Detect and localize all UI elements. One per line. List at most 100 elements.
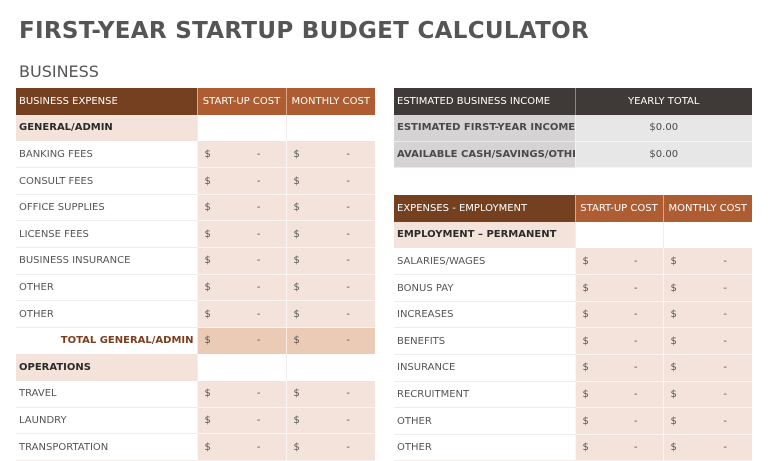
- row-label: OTHER: [394, 407, 575, 435]
- yearly-total-cell[interactable]: $0.00: [574, 141, 752, 169]
- row-label: AVAILABLE CASH/SAVINGS/OTHE: [394, 141, 575, 169]
- table-row: TRAVEL $ - $ -: [16, 380, 375, 408]
- section-label: OPERATIONS: [16, 353, 197, 381]
- business-expense-table: BUSINESS EXPENSE START-UP COST MONTHLY C…: [16, 88, 375, 461]
- startup-cost-cell[interactable]: $ -: [574, 327, 663, 356]
- monthly-cost-cell[interactable]: $ -: [285, 300, 375, 328]
- row-label: LICENSE FEES: [16, 220, 197, 249]
- row-label: SALARIES/WAGES: [394, 248, 575, 276]
- row-label: ESTIMATED FIRST-YEAR INCOME: [394, 114, 575, 142]
- row-label: BUSINESS INSURANCE: [16, 247, 197, 275]
- blank-cell: [285, 353, 375, 381]
- startup-cost-cell[interactable]: $ -: [196, 380, 286, 408]
- section-label: EMPLOYMENT – PERMANENT: [394, 221, 575, 249]
- table-row: BUSINESS INSURANCE $ - $ -: [16, 247, 375, 275]
- monthly-cost-cell[interactable]: $ -: [285, 247, 375, 275]
- startup-cost-cell[interactable]: $ -: [196, 167, 286, 195]
- startup-cost-cell[interactable]: $ -: [196, 247, 286, 275]
- monthly-cost-cell[interactable]: $ -: [662, 381, 752, 409]
- table-row: AVAILABLE CASH/SAVINGS/OTHE $0.00: [394, 141, 752, 169]
- table-row: BONUS PAY $ - $ -: [394, 274, 752, 302]
- startup-cost-cell[interactable]: $ -: [196, 220, 286, 249]
- row-label: OTHER: [394, 434, 575, 461]
- monthly-cost-cell[interactable]: $ -: [662, 434, 752, 461]
- section-row-general-admin: GENERAL/ADMIN: [16, 114, 375, 142]
- table-header-row: EXPENSES - EMPLOYMENT START-UP COST MONT…: [394, 195, 752, 222]
- table-row: LAUNDRY $ - $ -: [16, 407, 375, 435]
- startup-cost-cell[interactable]: $ -: [574, 434, 663, 461]
- table-row: LICENSE FEES $ - $ -: [16, 220, 375, 249]
- table-row: RECRUITMENT $ - $ -: [394, 381, 752, 409]
- section-label: GENERAL/ADMIN: [16, 114, 197, 142]
- row-label: OFFICE SUPPLIES: [16, 194, 197, 222]
- table-row: BENEFITS $ - $ -: [394, 327, 752, 356]
- monthly-cost-cell[interactable]: $ -: [285, 220, 375, 249]
- startup-cost-cell[interactable]: $ -: [196, 433, 286, 461]
- startup-cost-cell[interactable]: $ -: [196, 194, 286, 222]
- startup-cost-cell[interactable]: $ -: [574, 248, 663, 276]
- row-label: BONUS PAY: [394, 274, 575, 302]
- startup-cost-cell[interactable]: $ -: [574, 354, 663, 382]
- row-label: INSURANCE: [394, 354, 575, 382]
- row-label: BANKING FEES: [16, 141, 197, 169]
- table-row: TRANSPORTATION $ - $ -: [16, 433, 375, 461]
- monthly-cost-cell[interactable]: $ -: [285, 380, 375, 408]
- section-row-employment-permanent: EMPLOYMENT – PERMANENT: [394, 221, 752, 249]
- monthly-cost-cell[interactable]: $ -: [662, 327, 752, 356]
- monthly-cost-cell[interactable]: $ -: [662, 248, 752, 276]
- row-label: LAUNDRY: [16, 407, 197, 435]
- monthly-cost-cell[interactable]: $ -: [662, 407, 752, 435]
- startup-cost-cell[interactable]: $ -: [196, 300, 286, 328]
- blank-cell: [662, 221, 752, 249]
- startup-cost-cell[interactable]: $ -: [574, 274, 663, 302]
- row-label: RECRUITMENT: [394, 381, 575, 409]
- total-label: TOTAL GENERAL/ADMIN: [16, 327, 197, 354]
- monthly-cost-cell[interactable]: $ -: [285, 433, 375, 461]
- row-label: BENEFITS: [394, 327, 575, 356]
- table-row: INSURANCE $ - $ -: [394, 354, 752, 382]
- table-row: SALARIES/WAGES $ - $ -: [394, 248, 752, 276]
- section-row-operations: OPERATIONS: [16, 353, 375, 381]
- monthly-cost-cell[interactable]: $ -: [285, 194, 375, 222]
- monthly-cost-cell[interactable]: $ -: [662, 301, 752, 329]
- monthly-cost-cell[interactable]: $ -: [285, 407, 375, 435]
- blank-cell: [574, 221, 663, 249]
- section-subtitle: BUSINESS: [19, 62, 99, 81]
- row-label: CONSULT FEES: [16, 167, 197, 195]
- column-header-monthly-cost: MONTHLY COST: [285, 88, 375, 115]
- startup-cost-cell[interactable]: $ -: [196, 141, 286, 169]
- startup-cost-cell[interactable]: $ -: [574, 381, 663, 409]
- startup-cost-cell[interactable]: $ -: [196, 274, 286, 302]
- column-header-startup-cost: START-UP COST: [196, 88, 286, 115]
- column-header-expenses-employment: EXPENSES - EMPLOYMENT: [394, 195, 575, 222]
- table-row: BANKING FEES $ - $ -: [16, 141, 375, 169]
- table-header-row: BUSINESS EXPENSE START-UP COST MONTHLY C…: [16, 88, 375, 115]
- table-row: INCREASES $ - $ -: [394, 301, 752, 329]
- monthly-cost-cell[interactable]: $ -: [662, 274, 752, 302]
- monthly-cost-cell[interactable]: $ -: [285, 167, 375, 195]
- table-header-row: ESTIMATED BUSINESS INCOME YEARLY TOTAL: [394, 88, 752, 115]
- page-title: FIRST-YEAR STARTUP BUDGET CALCULATOR: [19, 18, 589, 44]
- yearly-total-cell[interactable]: $0.00: [574, 114, 752, 142]
- startup-cost-cell[interactable]: $ -: [574, 301, 663, 329]
- total-row-general-admin: TOTAL GENERAL/ADMIN $ - $ -: [16, 327, 375, 354]
- table-row: OFFICE SUPPLIES $ - $ -: [16, 194, 375, 222]
- row-label: INCREASES: [394, 301, 575, 329]
- column-header-startup-cost: START-UP COST: [574, 195, 663, 222]
- row-label: TRANSPORTATION: [16, 433, 197, 461]
- startup-cost-cell[interactable]: $ -: [196, 407, 286, 435]
- monthly-cost-cell[interactable]: $ -: [662, 354, 752, 382]
- row-label: TRAVEL: [16, 380, 197, 408]
- table-row: OTHER $ - $ -: [394, 407, 752, 435]
- startup-cost-cell[interactable]: $ -: [574, 407, 663, 435]
- blank-cell: [196, 114, 286, 142]
- monthly-cost-cell[interactable]: $ -: [285, 274, 375, 302]
- column-header-business-expense: BUSINESS EXPENSE: [16, 88, 197, 115]
- blank-cell: [285, 114, 375, 142]
- row-label: OTHER: [16, 274, 197, 302]
- table-row: CONSULT FEES $ - $ -: [16, 167, 375, 195]
- table-row: OTHER $ - $ -: [394, 434, 752, 461]
- total-startup-cost: $ -: [196, 327, 286, 354]
- monthly-cost-cell[interactable]: $ -: [285, 141, 375, 169]
- row-label: OTHER: [16, 300, 197, 328]
